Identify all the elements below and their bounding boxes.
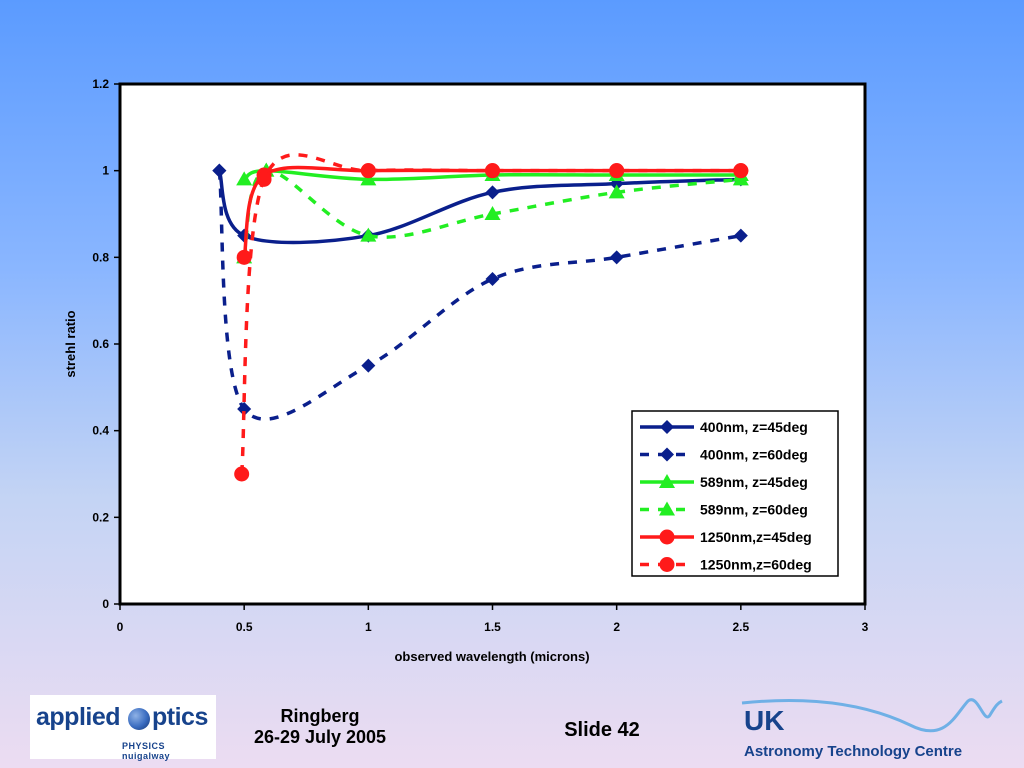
y-tick-label: 0.4 <box>92 424 109 438</box>
data-point <box>485 163 500 179</box>
legend-marker <box>660 447 674 462</box>
legend-item: 1250nm,z=45deg <box>640 529 812 545</box>
uk-atc-big-text: UK <box>744 705 785 736</box>
legend-label: 1250nm,z=45deg <box>700 529 812 545</box>
data-point <box>236 171 253 186</box>
legend: 400nm, z=45deg 400nm, z=60deg 589nm, z=45d… <box>631 410 839 577</box>
y-tick-label: 1 <box>102 164 109 178</box>
legend-item: 400nm, z=45deg <box>640 419 808 435</box>
legend-item: 589nm, z=60deg <box>640 501 808 518</box>
legend-label: 400nm, z=60deg <box>700 447 808 463</box>
x-tick-label: 2 <box>613 620 620 634</box>
legend-item: 589nm, z=45deg <box>640 474 808 490</box>
y-tick-label: 1.2 <box>92 77 109 91</box>
series-line <box>217 170 742 421</box>
y-tick-label: 0.8 <box>92 250 109 264</box>
data-point <box>256 171 272 187</box>
data-point <box>212 163 227 178</box>
uk-atc-logo: UK Astronomy Technology Centre <box>740 695 1020 767</box>
series-line <box>239 153 741 475</box>
data-point <box>608 184 625 199</box>
legend-marker <box>660 420 674 434</box>
x-tick-label: 3 <box>862 620 869 634</box>
y-tick-label: 0.6 <box>92 337 109 351</box>
legend-marker <box>659 474 675 488</box>
event-info: Ringberg 26-29 July 2005 <box>230 706 410 748</box>
applied-optics-subtitle: PHYSICS nuigalway <box>122 741 171 761</box>
y-axis-title: strehl ratio <box>63 310 78 377</box>
legend-marker <box>659 529 675 545</box>
data-point <box>733 228 748 243</box>
data-point <box>485 272 500 286</box>
wave-icon <box>741 698 1003 733</box>
series-2 <box>212 163 748 421</box>
legend-marker <box>659 557 675 572</box>
data-point <box>609 163 625 179</box>
x-tick-label: 2.5 <box>732 620 749 634</box>
slide-number: Slide 42 <box>564 719 640 741</box>
legend-marker <box>659 501 675 516</box>
optics-ball-icon <box>128 708 150 730</box>
data-point <box>360 163 376 179</box>
y-tick-label: 0 <box>102 597 109 611</box>
legend-label: 589nm, z=60deg <box>700 502 808 518</box>
data-point <box>361 358 376 373</box>
legend-label: 589nm, z=45deg <box>700 474 808 490</box>
series-6 <box>234 153 749 482</box>
data-point <box>234 466 250 482</box>
data-point <box>485 185 500 200</box>
legend-label: 1250nm,z=60deg <box>700 557 812 573</box>
data-point <box>609 250 624 265</box>
x-tick-label: 1 <box>365 620 372 634</box>
data-point <box>732 171 749 186</box>
event-dates: 26-29 July 2005 <box>253 727 387 747</box>
data-point <box>237 402 252 416</box>
data-point <box>360 171 377 186</box>
legend-box <box>631 410 839 577</box>
x-tick-label: 0.5 <box>236 620 253 634</box>
applied-optics-word-ptics: ptics <box>152 703 208 731</box>
x-tick-label: 0 <box>117 620 124 634</box>
data-point <box>733 163 749 179</box>
uk-atc-small-text: Astronomy Technology Centre <box>744 743 963 760</box>
event-place: Ringberg <box>280 706 360 726</box>
y-tick-label: 0.2 <box>92 510 109 524</box>
applied-optics-word-applied: applied <box>36 703 121 731</box>
x-tick-label: 1.5 <box>484 620 501 634</box>
data-point <box>236 249 252 265</box>
legend-item: 400nm, z=60deg <box>640 447 808 463</box>
data-point <box>360 227 377 242</box>
x-axis-title: observed wavelength (microns) <box>394 649 589 664</box>
data-point <box>484 206 501 220</box>
legend-label: 400nm, z=45deg <box>700 419 808 435</box>
legend-item: 1250nm,z=60deg <box>640 557 812 573</box>
applied-optics-logo: applied ptics PHYSICS nuigalway <box>30 695 216 761</box>
